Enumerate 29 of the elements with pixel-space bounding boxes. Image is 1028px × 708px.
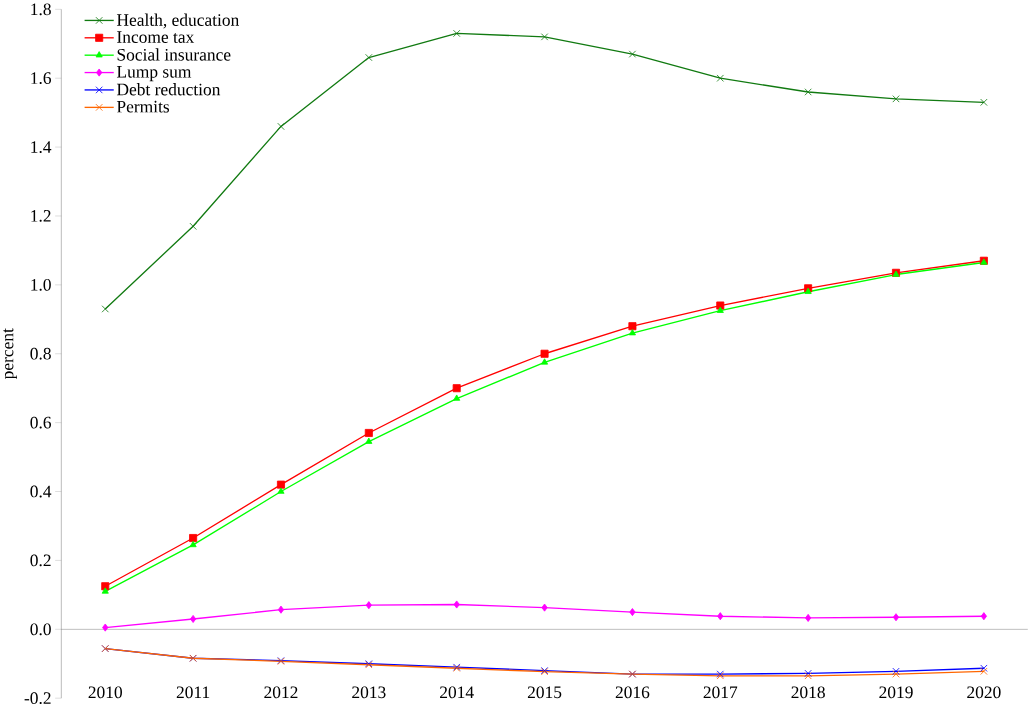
x-tick-label: 2012 bbox=[264, 686, 298, 699]
x-tick-label: 2010 bbox=[88, 686, 122, 699]
x-tick-label: 2011 bbox=[176, 686, 210, 699]
y-tick-label: 0.8 bbox=[30, 348, 51, 360]
x-tick-label: 2014 bbox=[440, 686, 474, 699]
legend-label: Health, education bbox=[116, 13, 240, 29]
legend-label: Social insurance bbox=[117, 48, 231, 61]
y-tick-label: 0.2 bbox=[30, 554, 51, 567]
y-tick-label: 1.0 bbox=[31, 279, 51, 292]
legend-label: Lump sum bbox=[116, 66, 192, 82]
y-tick-label: -0.2 bbox=[24, 692, 51, 705]
x-tick-label: 2016 bbox=[615, 686, 650, 699]
y-axis-title: percent bbox=[3, 328, 17, 380]
legend-label: Permits bbox=[116, 101, 170, 113]
x-tick-label: 2015 bbox=[527, 686, 562, 699]
x-tick-label: 2017 bbox=[703, 686, 738, 699]
x-tick-label: 2013 bbox=[352, 686, 386, 699]
y-tick-label: 0.6 bbox=[30, 416, 52, 429]
y-tick-label: 1.4 bbox=[31, 141, 52, 154]
x-tick-label: 2019 bbox=[879, 686, 913, 699]
y-tick-label: 1.2 bbox=[31, 210, 51, 223]
x-tick-label: 2018 bbox=[791, 686, 825, 699]
y-tick-label: 1.6 bbox=[31, 72, 52, 85]
legend-label: Debt reduction bbox=[116, 83, 221, 96]
x-tick-label: 2020 bbox=[967, 686, 1001, 699]
y-tick-label: 0.4 bbox=[30, 485, 52, 498]
y-tick-label: 0.0 bbox=[30, 623, 51, 636]
legend-label: Income tax bbox=[117, 31, 195, 44]
y-tick-label: 1.8 bbox=[31, 3, 51, 16]
